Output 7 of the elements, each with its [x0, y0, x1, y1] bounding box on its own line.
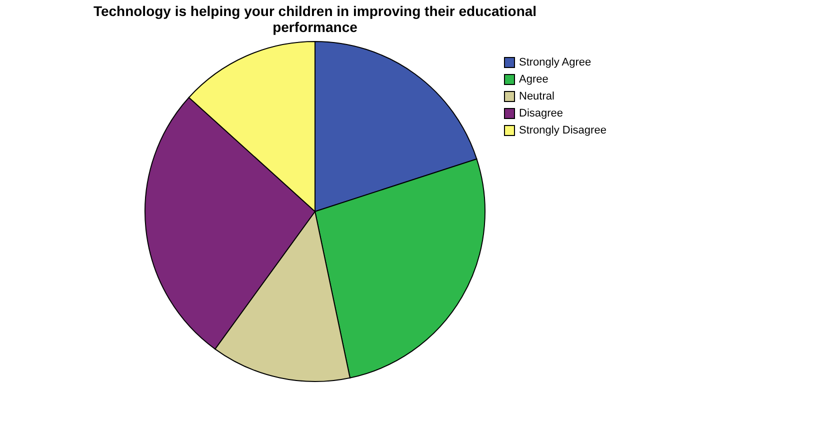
- legend-label: Neutral: [519, 90, 554, 102]
- legend-label: Strongly Agree: [519, 56, 592, 68]
- legend-label: Disagree: [519, 108, 564, 120]
- text: performance: [272, 19, 358, 35]
- legend-label: Strongly Disagree: [519, 124, 606, 136]
- text: Technology is helping your children in improving their educational: [93, 3, 537, 19]
- legend-label: Agree: [519, 74, 548, 86]
